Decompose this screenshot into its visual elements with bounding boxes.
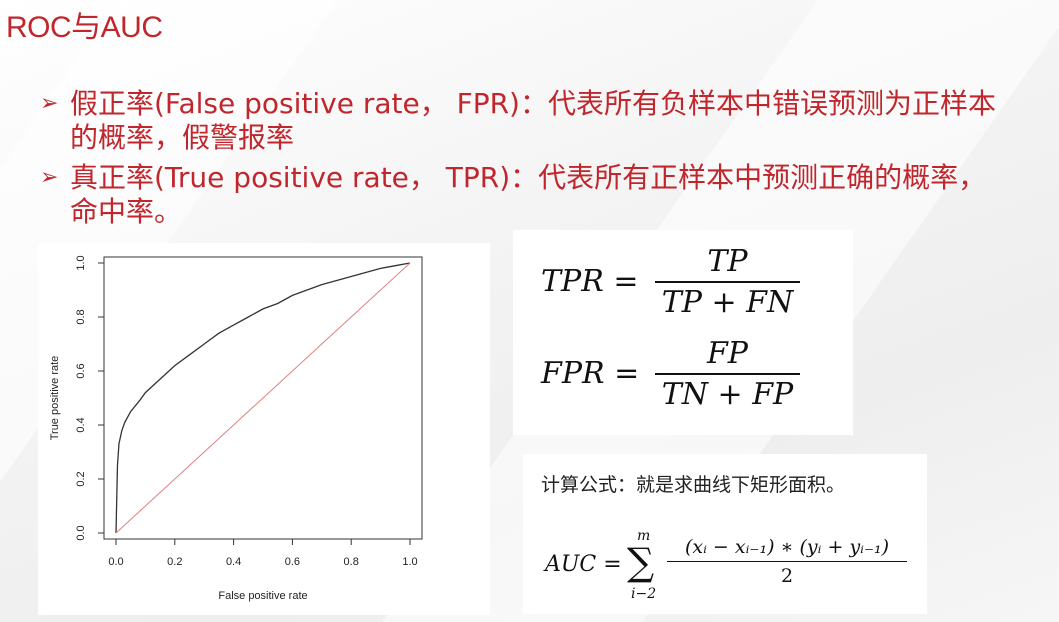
y-tick-label: 0.0 — [75, 525, 87, 540]
x-tick-label: 0.4 — [226, 556, 241, 568]
sum-symbol: ∑ — [627, 540, 655, 584]
fraction-bar — [655, 281, 800, 283]
x-axis-label: False positive rate — [218, 590, 307, 602]
x-tick-label: 0.8 — [344, 556, 359, 568]
sum-lower-limit: i−2 — [631, 586, 657, 602]
slide-title: ROC与AUC — [6, 11, 163, 44]
fraction-bar — [655, 373, 800, 375]
roc-curve-line — [115, 262, 411, 534]
fpr-formula: FPR = FP TN + FP — [513, 330, 853, 430]
y-tick-label: 0.4 — [75, 417, 87, 432]
auc-numerator: (xᵢ − xᵢ₋₁) ∗ (yᵢ + yᵢ₋₁) — [684, 536, 890, 558]
bullet-item-tpr: ➢ 真正率(True positive rate， TPR)：代表所有正样本中预… — [38, 158, 1053, 232]
y-tick-label: 0.8 — [75, 309, 87, 324]
tpr-fraction: TP TP + FN — [655, 244, 800, 320]
y-tick-label: 0.2 — [75, 471, 87, 486]
x-tick-label: 1.0 — [402, 556, 417, 568]
y-tick-label: 0.6 — [75, 363, 87, 378]
fpr-numerator: FP — [706, 336, 748, 371]
auc-formula-panel: 计算公式：就是求曲线下矩形面积。 AUC = m ∑ i−2 (xᵢ − xᵢ₋… — [523, 454, 927, 614]
bullet-list: ➢ 假正率(False positive rate， FPR)：代表所有负样本中… — [38, 84, 1053, 232]
auc-denominator: 2 — [780, 565, 794, 587]
arrow-bullet-icon: ➢ — [40, 91, 59, 116]
roc-chart: 0.0 0.2 0.4 0.6 0.8 1.0 0.0 0.2 0.4 0.6 0.8 1.0 Fals… — [49, 255, 423, 602]
y-axis-label: True positive rate — [49, 356, 61, 441]
tpr-numerator: TP — [707, 244, 748, 279]
bullet-text-line2: 的概率，假警报率 — [70, 121, 295, 154]
arrow-bullet-icon: ➢ — [40, 165, 59, 190]
fpr-lhs: FPR = — [541, 356, 640, 391]
tpr-lhs: TPR = — [541, 264, 639, 299]
bullet-item-fpr: ➢ 假正率(False positive rate， FPR)：代表所有负样本中… — [38, 84, 1053, 158]
bullet-text-line2: 命中率。 — [70, 195, 183, 228]
bullet-text-line1: 真正率(True positive rate， TPR)：代表所有正样本中预测正… — [70, 161, 987, 194]
x-tick-label: 0.2 — [167, 556, 182, 568]
fpr-denominator: TN + FP — [661, 377, 794, 412]
rate-formulas-panel: TPR = TP TP + FN FPR = FP TN + FP — [513, 230, 853, 435]
x-tick-label: 0.6 — [285, 556, 300, 568]
bullet-text-line1: 假正率(False positive rate， FPR)：代表所有负样本中错误… — [70, 87, 996, 120]
auc-caption: 计算公式：就是求曲线下矩形面积。 — [541, 474, 846, 496]
fraction-bar — [667, 561, 907, 562]
auc-fraction: (xᵢ − xᵢ₋₁) ∗ (yᵢ + yᵢ₋₁) 2 — [667, 536, 907, 587]
fpr-fraction: FP TN + FP — [655, 336, 800, 412]
auc-lhs: AUC = — [545, 552, 622, 577]
plot-frame — [103, 256, 423, 540]
y-tick-label: 1.0 — [75, 255, 87, 270]
x-tick-label: 0.0 — [108, 556, 123, 568]
tpr-denominator: TP + FN — [661, 285, 794, 320]
roc-chart-panel: 0.0 0.2 0.4 0.6 0.8 1.0 0.0 0.2 0.4 0.6 0.8 1.0 Fals… — [38, 243, 490, 615]
diagonal-reference-line — [115, 262, 411, 534]
sum-upper-limit: m — [637, 528, 651, 544]
tpr-formula: TPR = TP TP + FN — [513, 230, 853, 330]
